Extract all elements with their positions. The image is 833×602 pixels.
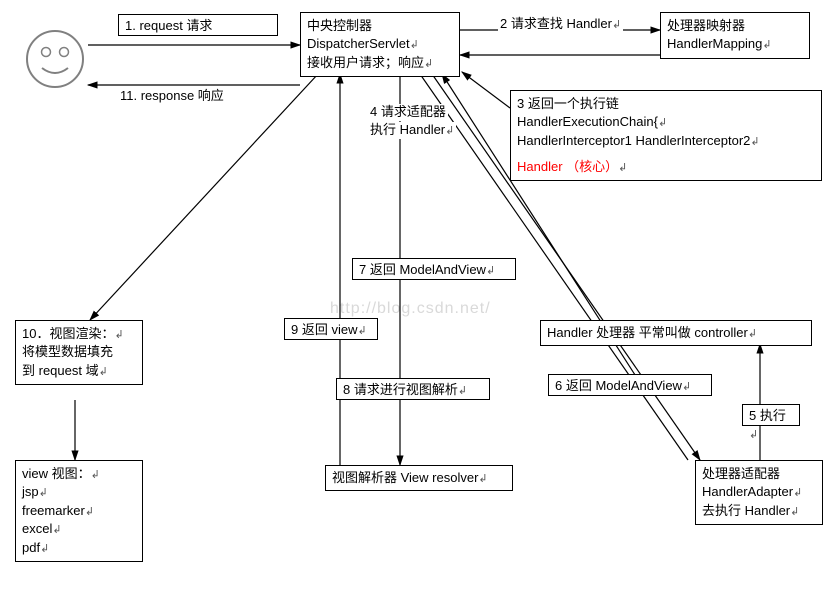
render-l3: 到 request 域 — [22, 363, 99, 378]
view-l1: view 视图： — [22, 466, 91, 481]
view-l4: excel — [22, 521, 52, 536]
view-l3: freemarker — [22, 503, 85, 518]
render-l1: 10．视图渲染： — [22, 326, 114, 341]
node-controller: Handler 处理器 平常叫做 controller↲ — [540, 320, 812, 346]
label-step-2-text: 2 请求查找 Handler — [500, 16, 612, 31]
label-step-6: 6 返回 ModelAndView↲ — [548, 374, 712, 396]
label-step-11: 11. response 响应 — [118, 88, 226, 105]
view-l2: jsp — [22, 484, 39, 499]
chain-l1: 3 返回一个执行链 — [517, 95, 815, 113]
label-step-11-text: 11. response 响应 — [120, 88, 224, 103]
label-step-5-text: 5 执行 — [749, 408, 786, 423]
label-step-4a: 4 请求适配器 — [368, 104, 448, 121]
label-step-4a-text: 4 请求适配器 — [370, 104, 446, 119]
label-step-8-text: 8 请求进行视图解析 — [343, 382, 458, 397]
label-step-2: 2 请求查找 Handler↲ — [498, 16, 623, 33]
node-render: 10．视图渲染：↲ 将模型数据填充 到 request 域↲ — [15, 320, 143, 385]
label-step-7-text: 7 返回 ModelAndView — [359, 262, 486, 277]
mapping-l2: HandlerMapping — [667, 36, 762, 51]
label-step-8: 8 请求进行视图解析↲ — [336, 378, 490, 400]
label-step-9-text: 9 返回 view — [291, 322, 357, 337]
chain-l3: HandlerInterceptor1 HandlerInterceptor2 — [517, 133, 750, 148]
label-step-1: 1. request 请求 — [118, 14, 278, 36]
label-step-4b-text: 执行 Handler — [370, 122, 445, 137]
render-l2: 将模型数据填充 — [22, 343, 136, 361]
chain-l2: HandlerExecutionChain{ — [517, 114, 658, 129]
node-view: view 视图：↲ jsp↲ freemarker↲ excel↲ pdf↲ — [15, 460, 143, 562]
label-step-1-text: 1. request 请求 — [125, 18, 212, 33]
label-step-5: 5 执行↲ — [742, 404, 800, 426]
label-step-6-text: 6 返回 ModelAndView — [555, 378, 682, 393]
label-step-7: 7 返回 ModelAndView↲ — [352, 258, 516, 280]
dispatcher-l3: 接收用户请求；响应 — [307, 55, 424, 70]
user-face-icon — [20, 24, 90, 94]
watermark-text: http://blog.csdn.net/ — [330, 300, 491, 318]
adapter-l1: 处理器适配器 — [702, 465, 816, 483]
dispatcher-l1: 中央控制器 — [307, 17, 453, 35]
node-chain: 3 返回一个执行链 HandlerExecutionChain{↲ Handle… — [510, 90, 822, 181]
dispatcher-l2: DispatcherServlet — [307, 36, 410, 51]
node-dispatcher: 中央控制器 DispatcherServlet↲ 接收用户请求；响应↲ — [300, 12, 460, 77]
node-resolver: 视图解析器 View resolver↲ — [325, 465, 513, 491]
adapter-l3: 去执行 Handler — [702, 503, 790, 518]
mapping-l1: 处理器映射器 — [667, 17, 803, 35]
label-step-9: 9 返回 view↲ — [284, 318, 378, 340]
resolver-l1: 视图解析器 View resolver — [332, 470, 478, 485]
node-mapping: 处理器映射器 HandlerMapping↲ — [660, 12, 810, 59]
label-step-4b: 执行 Handler↲ — [368, 122, 456, 139]
node-adapter: 处理器适配器 HandlerAdapter↲ 去执行 Handler↲ — [695, 460, 823, 525]
chain-highlight: Handler （核心） — [517, 159, 618, 174]
controller-l1: Handler 处理器 平常叫做 controller — [547, 325, 748, 340]
adapter-l2: HandlerAdapter — [702, 484, 793, 499]
view-l5: pdf — [22, 540, 40, 555]
